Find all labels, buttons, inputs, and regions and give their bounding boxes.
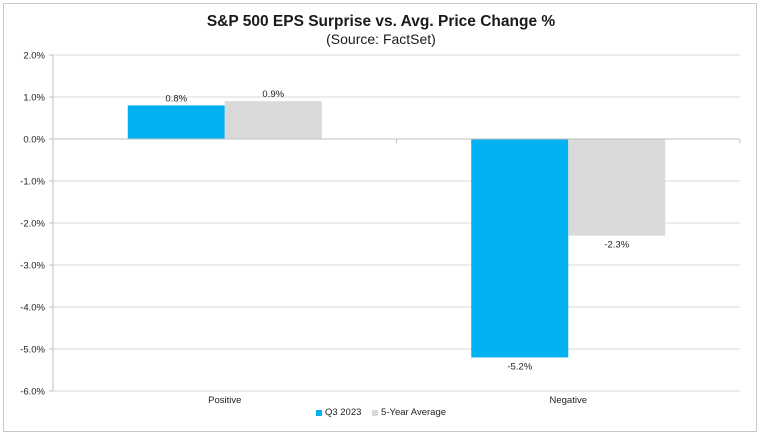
y-tick-label: -2.0% <box>20 219 45 230</box>
bar <box>127 105 225 139</box>
x-tick-label: Negative <box>550 395 588 406</box>
y-tick-label: -6.0% <box>20 387 45 398</box>
y-tick-label: -1.0% <box>20 177 45 188</box>
chart-subtitle: (Source: FactSet) <box>326 31 436 47</box>
data-label: -5.2% <box>507 361 532 372</box>
legend-label-q3-2023: Q3 2023 <box>324 407 362 418</box>
data-label: 0.8% <box>165 93 187 104</box>
x-tick-label: Positive <box>208 395 241 406</box>
legend-item-5-year-average: 5-Year Average <box>372 407 446 418</box>
legend-item-q3-2023: Q3 2023 <box>315 407 362 418</box>
y-tick-label: -5.0% <box>20 345 45 356</box>
bar <box>568 139 666 236</box>
chart-title: S&P 500 EPS Surprise vs. Avg. Price Chan… <box>206 13 556 30</box>
legend-swatch-q3-2023 <box>315 409 322 416</box>
chart-legend: Q3 2023 5-Year Average <box>0 407 762 419</box>
legend-label-5-year-average: 5-Year Average <box>381 407 447 418</box>
chart-frame <box>3 3 757 432</box>
y-tick-label: -3.0% <box>20 261 45 272</box>
bar <box>224 101 322 139</box>
y-tick-label: 1.0% <box>23 93 45 104</box>
bar <box>471 139 569 358</box>
y-tick-label: 0.0% <box>23 135 45 146</box>
y-tick-label: -4.0% <box>20 303 45 314</box>
data-label: 0.9% <box>262 89 284 100</box>
y-tick-label: 2.0% <box>23 51 45 62</box>
legend-swatch-5-year-average <box>372 409 379 416</box>
data-label: -2.3% <box>604 240 629 251</box>
